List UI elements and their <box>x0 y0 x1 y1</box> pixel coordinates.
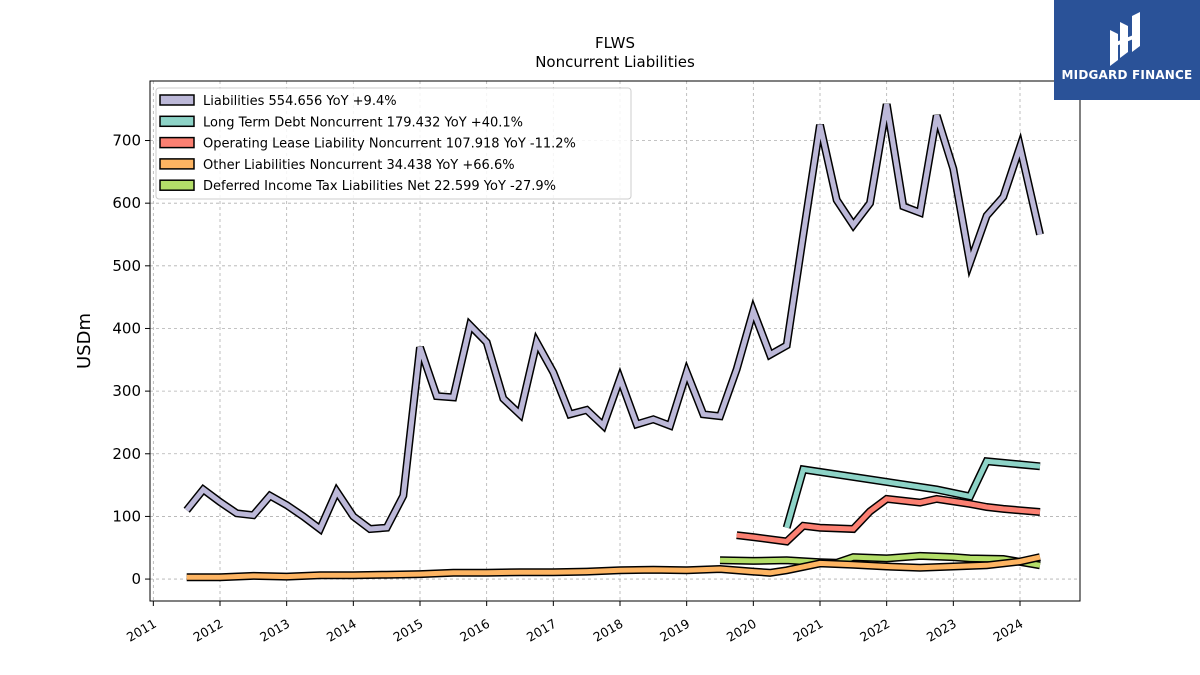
legend-swatch <box>159 179 195 191</box>
brand-logo-icon <box>1110 12 1140 66</box>
series-line <box>719 553 1041 568</box>
y-axis-label: USDm <box>74 313 95 369</box>
chart-subtitle: Noncurrent Liabilities <box>535 53 695 71</box>
series-2 <box>736 494 1041 546</box>
x-tick-label: 2011 <box>124 616 159 645</box>
series-layer <box>183 103 1044 582</box>
legend-entry: Other Liabilities Noncurrent 34.438 YoY … <box>203 158 515 173</box>
x-tick-label: 2018 <box>591 616 626 645</box>
y-tick-label: 300 <box>112 382 141 400</box>
series-1 <box>782 457 1041 529</box>
plot-frame <box>149 80 1081 602</box>
series-line-outline <box>736 494 1041 546</box>
series-3 <box>186 553 1041 582</box>
y-tick-label: 500 <box>112 257 141 275</box>
x-tick-label: 2014 <box>324 616 359 645</box>
x-tick-label: 2024 <box>991 616 1026 645</box>
x-tick-label: 2012 <box>191 616 226 645</box>
brand-name: MIDGARD FINANCE <box>1061 68 1193 82</box>
legend-entry: Liabilities 554.656 YoY +9.4% <box>203 94 397 109</box>
x-tick-label: 2017 <box>524 616 559 645</box>
y-tick-label: 600 <box>112 194 141 212</box>
legend-swatch <box>159 94 195 106</box>
y-tick-label: 700 <box>112 132 141 150</box>
brand-logo: MIDGARD FINANCE <box>1054 0 1200 100</box>
legend-frame <box>155 87 632 200</box>
legend-entry: Operating Lease Liability Noncurrent 107… <box>203 137 576 152</box>
chart-title: FLWS <box>595 34 635 52</box>
x-tick-label: 2022 <box>857 616 892 645</box>
series-4 <box>719 551 1041 570</box>
legend-entry: Deferred Income Tax Liabilities Net 22.5… <box>203 179 556 194</box>
series-line <box>186 554 1041 580</box>
y-tick-label: 0 <box>131 570 141 588</box>
x-tick-label: 2016 <box>457 616 492 645</box>
x-tick-label: 2020 <box>724 616 759 645</box>
x-tick-label: 2013 <box>257 616 292 645</box>
series-0 <box>183 103 1044 536</box>
legend-swatch <box>159 136 195 149</box>
legend: Liabilities 554.656 YoY +9.4% Long Term D… <box>155 87 632 200</box>
y-tick-label: 100 <box>112 507 141 525</box>
legend-entry: Long Term Debt Noncurrent 179.432 YoY +4… <box>203 115 523 130</box>
x-tick-label: 2023 <box>924 616 959 645</box>
x-tick-label: 2021 <box>791 616 826 645</box>
series-line <box>736 496 1041 545</box>
series-line <box>784 458 1041 529</box>
x-tick-label: 2019 <box>657 616 692 645</box>
legend-swatch <box>159 158 195 170</box>
axes <box>145 80 1081 606</box>
y-tick-label: 200 <box>112 445 141 463</box>
x-tick-label: 2015 <box>391 616 426 645</box>
y-tick-label: 400 <box>112 319 141 337</box>
legend-swatch <box>159 115 195 128</box>
series-line <box>184 103 1043 533</box>
